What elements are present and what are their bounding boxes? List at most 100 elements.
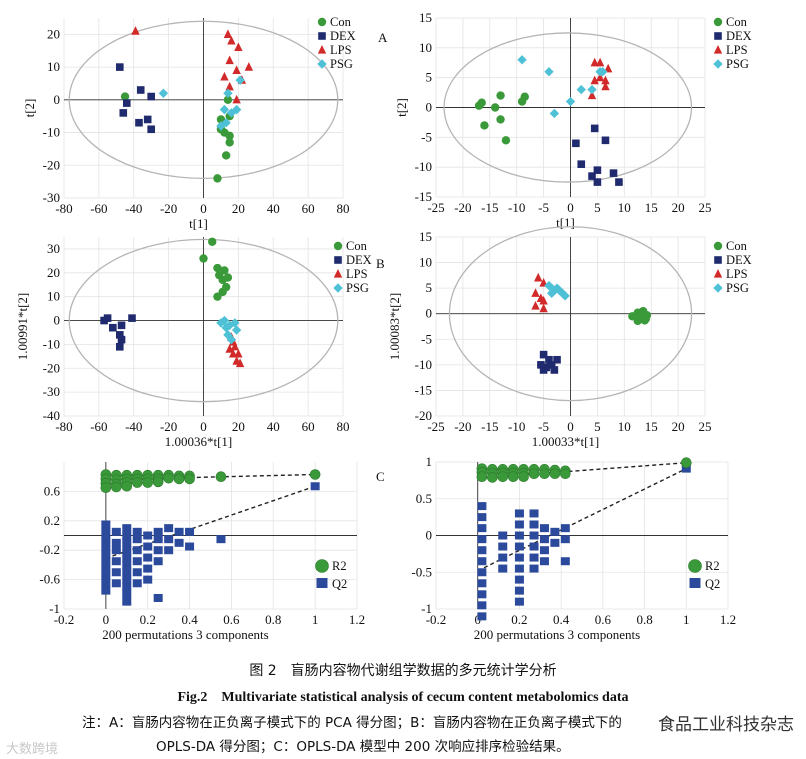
legend-marker-con — [333, 241, 343, 251]
y-tick-label: -0.2 — [39, 542, 60, 557]
point-lps — [234, 348, 243, 358]
y-tick-label: -40 — [43, 408, 60, 423]
point-lps — [595, 72, 605, 82]
y-tick-label: -20 — [415, 408, 432, 423]
point-dex — [109, 323, 117, 332]
legend-label-con: Con — [346, 239, 368, 253]
point-lps — [234, 42, 243, 52]
r2-point — [111, 481, 122, 493]
figure-note-line2: OPLS-DA 得分图；C：OPLS-DA 模型中 200 次响应排序检验结果。 — [156, 739, 570, 755]
legend-label-dex: DEX — [726, 29, 752, 43]
q2-point — [514, 564, 524, 573]
point-dex — [128, 314, 136, 322]
point-lps — [230, 341, 240, 351]
q2-point — [122, 575, 132, 584]
x-tick-label: -5 — [538, 200, 549, 215]
point-dex — [609, 169, 618, 177]
legend-label-psg: PSG — [346, 281, 369, 295]
point-dex — [122, 99, 131, 107]
q2-point — [153, 557, 163, 566]
r2-point — [518, 471, 529, 483]
point-lps — [244, 62, 254, 71]
x-tick-label: 0.8 — [636, 612, 652, 627]
point-psg — [231, 325, 242, 335]
legend-marker-lps — [333, 269, 343, 278]
q2-point — [185, 527, 195, 536]
x-tick-label: 20 — [672, 419, 685, 434]
x-tick-label: 15 — [645, 419, 658, 434]
q2-point — [514, 597, 524, 606]
legend-marker-r2 — [315, 559, 329, 573]
r2-point — [173, 473, 185, 485]
y-tick-label: -10 — [43, 336, 60, 351]
legend-marker-con — [713, 241, 723, 251]
q2-point — [122, 524, 132, 533]
point-dex — [601, 136, 610, 145]
y-axis-label: 1.00991*t[2] — [15, 293, 30, 361]
x-tick-label: -20 — [160, 419, 177, 434]
x-tick-label: -20 — [454, 200, 471, 215]
y-tick-label: 0 — [426, 528, 433, 543]
x-tick-label: 1 — [683, 612, 690, 627]
q2-point — [560, 557, 570, 566]
point-psg — [158, 88, 169, 98]
q2-point — [529, 509, 539, 518]
panel-label-a: A — [378, 30, 388, 45]
q2-point — [310, 482, 320, 491]
confidence-ellipse — [68, 238, 339, 403]
x-tick-label: -80 — [55, 201, 72, 216]
point-con — [633, 316, 642, 326]
point-dex — [547, 361, 556, 369]
q2-point — [122, 553, 132, 562]
x-tick-label: 0.6 — [223, 612, 240, 627]
q2-point — [101, 535, 111, 544]
legend-label-q2: Q2 — [332, 577, 347, 591]
x-tick-label: -40 — [125, 201, 142, 216]
point-con — [496, 115, 505, 124]
x-tick-label: 20 — [232, 419, 245, 434]
point-lps — [531, 301, 540, 310]
legend-marker-lps — [317, 45, 327, 54]
q2-point — [477, 568, 487, 577]
point-lps — [225, 55, 234, 65]
point-dex — [103, 314, 112, 322]
point-con — [120, 92, 130, 101]
point-con — [213, 263, 222, 273]
point-psg — [230, 318, 240, 328]
q2-point — [101, 571, 111, 580]
x-tick-label: -0.2 — [426, 612, 447, 627]
q2-point — [477, 502, 487, 511]
q2-point — [550, 538, 560, 547]
point-psg — [544, 280, 554, 291]
chart-opls_neg: -25 -20 -15 -10 -5 0 5 10 15 20 25-20-15-10-505101… — [387, 226, 752, 449]
point-con — [640, 316, 649, 325]
panel-label-b: B — [376, 256, 385, 271]
point-dex — [593, 166, 602, 174]
q2-point — [122, 582, 132, 591]
x-tick-label: -25 — [427, 419, 444, 434]
q2-point — [122, 590, 132, 599]
point-con — [225, 138, 234, 147]
q2-point — [514, 531, 524, 540]
point-dex — [588, 172, 596, 180]
x-tick-label: 1.2 — [720, 612, 736, 627]
point-con — [223, 273, 233, 282]
point-lps — [587, 90, 597, 100]
point-dex — [119, 109, 128, 117]
point-dex — [553, 355, 561, 364]
y-tick-label: -10 — [415, 159, 432, 174]
x-tick-label: 0.6 — [595, 612, 612, 627]
point-psg — [226, 334, 237, 345]
legend-marker-psg — [713, 283, 723, 293]
y-tick-label: -5 — [421, 129, 432, 144]
q2-point — [498, 542, 508, 551]
x-tick-label: -0.2 — [54, 612, 75, 627]
q2-point — [477, 546, 487, 555]
y-tick-label: 0.2 — [44, 513, 60, 528]
y-axis-label: t[2] — [22, 99, 37, 118]
r2-point — [215, 471, 227, 483]
q2-point — [498, 564, 508, 573]
x-tick-label: 1 — [312, 612, 319, 627]
